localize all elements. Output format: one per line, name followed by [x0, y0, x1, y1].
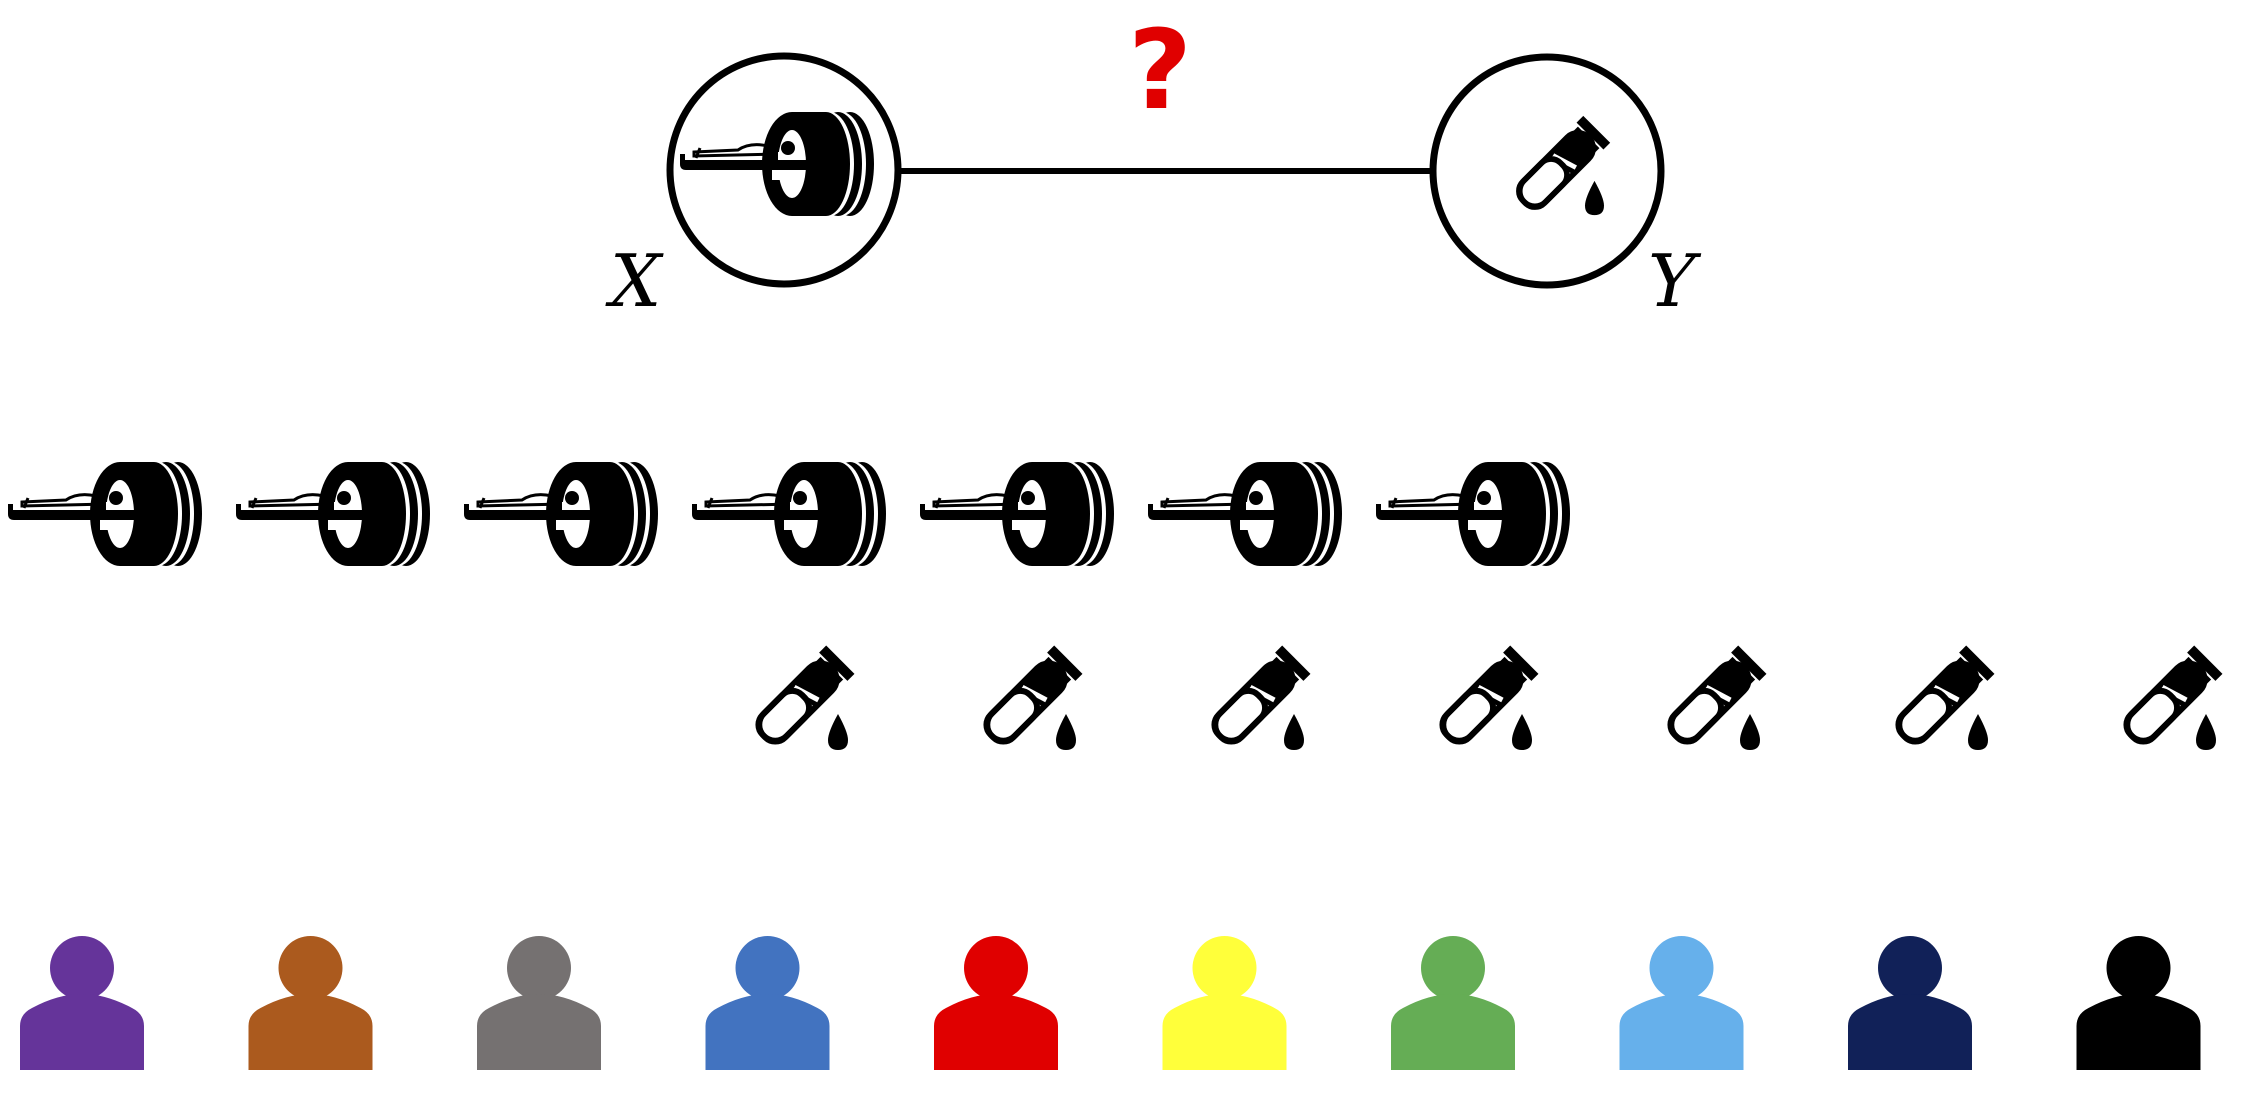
blood-test-tube-icon [1434, 646, 1539, 751]
person-icon [20, 936, 144, 1070]
mri-scanner-icon [234, 460, 432, 568]
person-icon [934, 936, 1058, 1070]
edge-question-mark: ? [1128, 6, 1192, 134]
mri-scanner-icon [1146, 460, 1344, 568]
node-y [1429, 53, 1665, 289]
person-icon [248, 936, 373, 1070]
person-icon [1619, 936, 1744, 1070]
mri-scanner-icon [1374, 460, 1572, 568]
blood-test-tube-icon [1662, 646, 1767, 751]
blood-test-row [750, 646, 2223, 751]
blood-test-tube-icon [1206, 646, 1311, 751]
person-icon [1391, 936, 1515, 1070]
person-icon [705, 936, 830, 1070]
node-x-label: X [605, 239, 664, 323]
blood-test-tube-icon [978, 646, 1083, 751]
blood-test-tube-icon [2118, 646, 2223, 751]
person-icon [477, 936, 601, 1070]
blood-test-tube-icon [750, 646, 855, 751]
mri-scanner-icon [918, 460, 1116, 568]
mri-row [6, 460, 1572, 568]
person-icon [2076, 936, 2201, 1070]
blood-test-tube-icon [1890, 646, 1995, 751]
node-y-label: Y [1648, 239, 1702, 323]
graph: X Y ? [605, 6, 1702, 323]
mri-scanner-icon [690, 460, 888, 568]
person-row [20, 936, 2201, 1070]
person-icon [1162, 936, 1287, 1070]
mri-scanner-icon [462, 460, 660, 568]
person-icon [1848, 936, 1972, 1070]
mri-scanner-icon [6, 460, 204, 568]
